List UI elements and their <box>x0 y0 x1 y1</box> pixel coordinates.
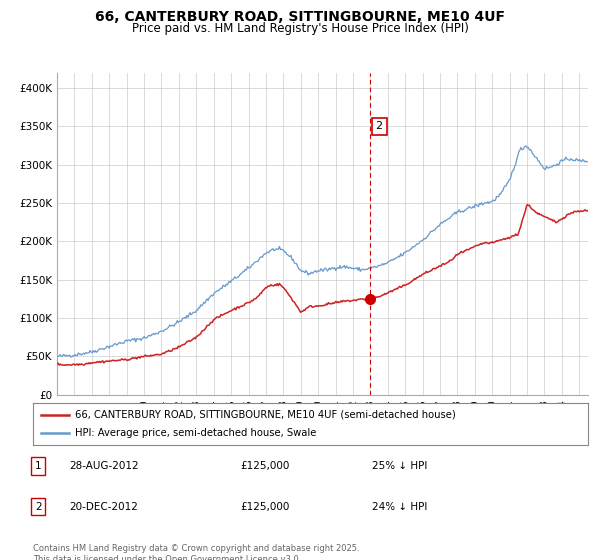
Text: 24% ↓ HPI: 24% ↓ HPI <box>372 502 427 512</box>
Text: HPI: Average price, semi-detached house, Swale: HPI: Average price, semi-detached house,… <box>74 428 316 438</box>
Text: 66, CANTERBURY ROAD, SITTINGBOURNE, ME10 4UF (semi-detached house): 66, CANTERBURY ROAD, SITTINGBOURNE, ME10… <box>74 410 455 420</box>
Text: 20-DEC-2012: 20-DEC-2012 <box>69 502 138 512</box>
Text: 25% ↓ HPI: 25% ↓ HPI <box>372 461 427 471</box>
Text: Price paid vs. HM Land Registry's House Price Index (HPI): Price paid vs. HM Land Registry's House … <box>131 22 469 35</box>
Text: 1: 1 <box>35 461 41 471</box>
Text: £125,000: £125,000 <box>240 502 289 512</box>
Text: £125,000: £125,000 <box>240 461 289 471</box>
Text: 66, CANTERBURY ROAD, SITTINGBOURNE, ME10 4UF: 66, CANTERBURY ROAD, SITTINGBOURNE, ME10… <box>95 10 505 24</box>
Text: 2: 2 <box>35 502 41 512</box>
Text: 2: 2 <box>376 122 383 132</box>
Text: 28-AUG-2012: 28-AUG-2012 <box>69 461 139 471</box>
Text: Contains HM Land Registry data © Crown copyright and database right 2025.
This d: Contains HM Land Registry data © Crown c… <box>33 544 359 560</box>
